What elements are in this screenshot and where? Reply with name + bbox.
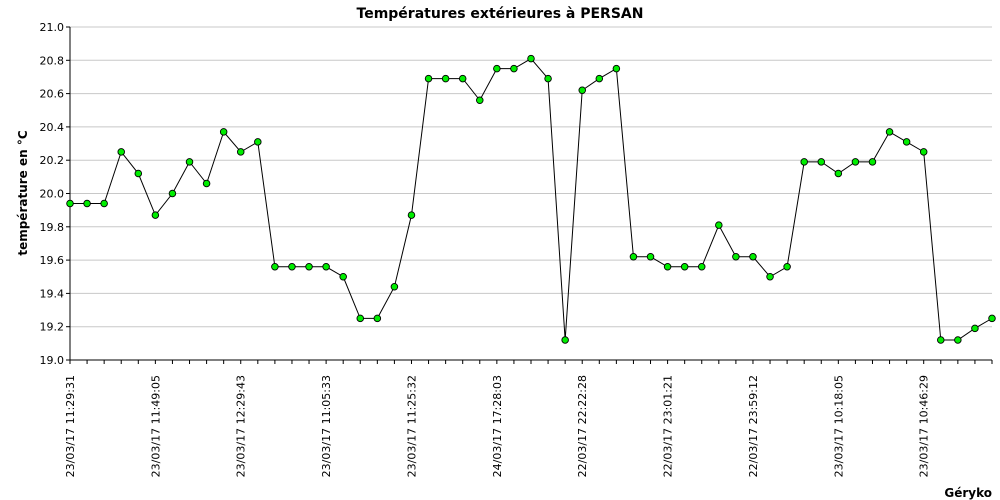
data-point — [544, 74, 552, 83]
data-point — [595, 74, 604, 83]
data-point — [954, 336, 962, 344]
data-point — [919, 148, 928, 156]
y-axis-label: température en °C — [16, 130, 30, 255]
y-tick-label: 19.0 — [40, 354, 65, 367]
credit-label: Géryko — [944, 486, 992, 500]
x-tick-label: 23/03/17 12:29:43 — [235, 375, 248, 477]
y-tick-labels: 19.0 19.2 19.4 19.6 19.8 20.0 20.2 20.4 20.6 20.8… — [40, 21, 70, 367]
x-tick-label: 23/03/17 11:25:32 — [405, 375, 418, 477]
x-tick-label: 22/03/17 23:59:12 — [747, 375, 760, 477]
data-point — [732, 253, 740, 261]
data-point — [937, 336, 945, 344]
data-point — [680, 263, 689, 271]
data-point — [339, 273, 347, 281]
data-point — [441, 74, 450, 83]
data-point — [83, 199, 91, 208]
data-point — [697, 263, 706, 271]
data-point — [424, 74, 433, 83]
data-point — [715, 221, 723, 229]
x-tick-label: 23/03/17 11:29:31 — [64, 375, 77, 477]
data-point — [271, 263, 279, 271]
y-tick-label: 20.8 — [40, 54, 65, 67]
data-point — [493, 64, 501, 73]
data-point — [902, 138, 911, 146]
y-tick-label: 19.6 — [40, 254, 65, 267]
data-point — [151, 211, 160, 219]
data-point — [646, 253, 655, 261]
data-point — [322, 263, 330, 271]
data-point — [800, 158, 808, 166]
data-point — [202, 179, 211, 188]
data-point — [527, 54, 535, 63]
y-tick-label: 19.2 — [40, 321, 65, 334]
y-tick-label: 20.2 — [40, 154, 65, 167]
x-ticks — [69, 360, 993, 364]
data-point — [629, 253, 638, 261]
x-tick-labels: 23/03/17 11:29:31 23/03/17 11:49:05 23/03/… — [64, 375, 931, 477]
data-point — [117, 148, 125, 156]
data-point — [783, 263, 791, 271]
data-point — [407, 211, 416, 219]
data-point — [390, 282, 399, 291]
data-point — [168, 189, 177, 198]
x-tick-label: 22/03/17 23:01:21 — [662, 375, 675, 477]
y-tick-label: 19.4 — [40, 287, 65, 300]
data-point — [66, 199, 74, 208]
y-tick-label: 20.0 — [40, 188, 65, 201]
x-tick-label: 23/03/17 10:46:29 — [918, 375, 931, 477]
data-point — [868, 158, 877, 166]
data-point — [561, 336, 569, 344]
data-point — [219, 128, 228, 136]
y-tick-label: 20.6 — [40, 88, 65, 101]
data-points — [66, 54, 996, 344]
x-tick-label: 23/03/17 10:18:05 — [832, 375, 845, 477]
data-point — [373, 314, 382, 323]
data-point — [254, 138, 262, 146]
data-point — [100, 199, 108, 208]
x-tick-label: 23/03/17 11:49:05 — [149, 375, 162, 477]
x-tick-label: 22/03/17 22:22:28 — [576, 375, 589, 477]
data-point — [663, 263, 672, 271]
data-point — [885, 128, 894, 136]
data-point — [749, 253, 757, 261]
data-point — [612, 64, 621, 73]
x-tick-label: 24/03/17 17:28:03 — [491, 375, 504, 477]
data-point — [236, 148, 245, 156]
y-tick-label: 21.0 — [40, 21, 65, 34]
data-point — [834, 169, 843, 178]
series-line — [70, 57, 993, 341]
data-point — [851, 158, 860, 166]
data-point — [817, 158, 826, 166]
data-point — [305, 263, 313, 271]
data-point — [134, 169, 143, 178]
data-point — [766, 273, 774, 281]
y-tick-label: 20.4 — [40, 121, 65, 134]
data-point — [185, 158, 194, 166]
data-point — [510, 64, 518, 73]
data-point — [476, 96, 484, 105]
data-point — [458, 74, 467, 83]
data-point — [356, 314, 365, 323]
data-point — [288, 263, 296, 271]
y-tick-label: 19.8 — [40, 221, 65, 234]
x-tick-label: 23/03/17 11:05:33 — [320, 375, 333, 477]
data-point — [971, 324, 979, 333]
data-point — [578, 86, 586, 95]
data-point — [988, 314, 996, 323]
chart-title: Températures extérieures à PERSAN — [357, 6, 644, 22]
